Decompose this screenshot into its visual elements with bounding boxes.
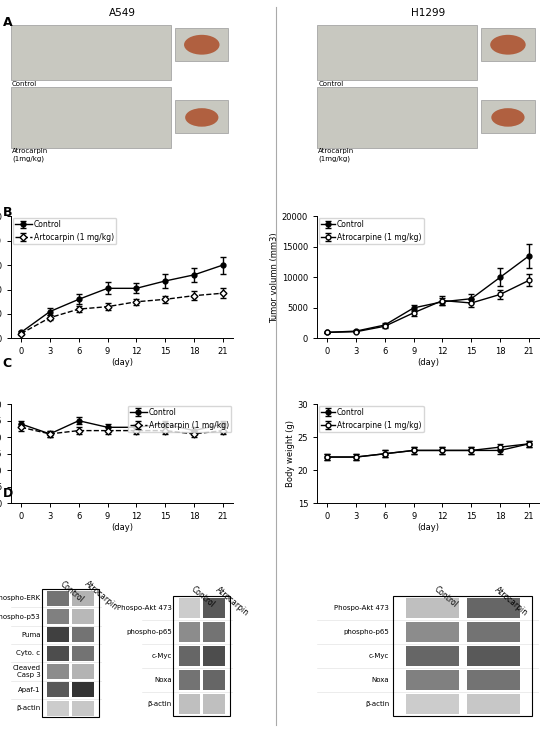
Text: Puma: Puma <box>21 632 41 638</box>
Bar <box>175 28 228 61</box>
Bar <box>179 646 200 666</box>
Legend: Control, Atrocarpine (1 mg/kg): Control, Atrocarpine (1 mg/kg) <box>318 406 424 432</box>
Text: Control: Control <box>12 81 37 87</box>
Bar <box>406 646 459 666</box>
Text: β-actin: β-actin <box>365 701 389 707</box>
Text: Atrocarpin
(1mg/kg): Atrocarpin (1mg/kg) <box>318 149 355 162</box>
Bar <box>204 622 225 642</box>
Bar <box>72 646 94 661</box>
Bar <box>406 598 459 618</box>
Text: c-Myc: c-Myc <box>151 653 172 659</box>
Text: Control: Control <box>189 585 216 610</box>
Bar <box>204 646 225 666</box>
Bar <box>406 622 459 642</box>
Bar <box>72 682 94 698</box>
Ellipse shape <box>185 108 218 127</box>
Bar <box>179 598 200 618</box>
Bar <box>467 646 520 666</box>
Bar <box>481 28 535 61</box>
Text: Atrocarpin: Atrocarpin <box>214 585 251 618</box>
Text: phospho-p65: phospho-p65 <box>126 629 172 635</box>
Bar <box>173 596 230 716</box>
Text: phospho-ERK: phospho-ERK <box>0 595 41 601</box>
Bar <box>47 682 69 698</box>
Text: B: B <box>3 206 12 220</box>
Text: Atrocarpin: Atrocarpin <box>83 580 119 612</box>
Title: H1299: H1299 <box>411 8 445 18</box>
Text: β-actin: β-actin <box>147 701 172 707</box>
Bar <box>467 670 520 690</box>
Legend: Control, Atrocarpine (1 mg/kg): Control, Atrocarpine (1 mg/kg) <box>318 217 424 244</box>
Bar <box>47 591 69 606</box>
Bar <box>406 670 459 690</box>
Y-axis label: Body weight (g): Body weight (g) <box>285 420 295 488</box>
Bar <box>11 87 170 148</box>
Text: c-Myc: c-Myc <box>369 653 389 659</box>
Bar <box>393 596 532 716</box>
Bar <box>47 664 69 679</box>
Bar <box>72 664 94 679</box>
X-axis label: (day): (day) <box>417 358 439 367</box>
Bar <box>47 701 69 716</box>
Bar <box>72 609 94 624</box>
Bar <box>72 591 94 606</box>
Text: Control: Control <box>432 585 459 610</box>
Bar <box>204 694 225 714</box>
X-axis label: (day): (day) <box>111 523 133 531</box>
Ellipse shape <box>184 35 219 55</box>
Bar <box>204 670 225 690</box>
Bar <box>467 694 520 714</box>
Text: Phospo-Akt 473: Phospo-Akt 473 <box>117 605 172 610</box>
Text: A: A <box>3 16 12 29</box>
Bar <box>317 25 477 81</box>
Ellipse shape <box>490 35 526 55</box>
Title: A549: A549 <box>108 8 135 18</box>
Bar <box>42 589 98 717</box>
Text: Control: Control <box>318 81 344 87</box>
Bar <box>317 87 477 148</box>
Bar <box>467 622 520 642</box>
Bar <box>406 694 459 714</box>
Text: Atrocarpin: Atrocarpin <box>493 585 530 618</box>
Text: β-actin: β-actin <box>16 705 41 712</box>
Text: Noxa: Noxa <box>154 677 172 683</box>
Bar <box>179 622 200 642</box>
Text: C: C <box>3 357 12 370</box>
Bar <box>72 627 94 643</box>
Text: Cyto. c: Cyto. c <box>16 650 41 657</box>
Bar <box>11 25 170 81</box>
X-axis label: (day): (day) <box>111 358 133 367</box>
Legend: Control, Artocarpin (1 mg/kg): Control, Artocarpin (1 mg/kg) <box>13 217 117 244</box>
Bar <box>481 100 535 133</box>
Bar <box>47 609 69 624</box>
Text: Cleaved
Casp 3: Cleaved Casp 3 <box>13 665 41 678</box>
Text: phospho-p65: phospho-p65 <box>344 629 389 635</box>
Text: Atrocarpin
(1mg/kg): Atrocarpin (1mg/kg) <box>12 149 48 162</box>
Legend: Control, Artocarpin (1 mg/kg): Control, Artocarpin (1 mg/kg) <box>128 406 232 432</box>
Bar <box>467 598 520 618</box>
X-axis label: (day): (day) <box>417 523 439 531</box>
Ellipse shape <box>491 108 525 127</box>
Bar <box>204 598 225 618</box>
Text: Phospo-Akt 473: Phospo-Akt 473 <box>334 605 389 610</box>
Text: Control: Control <box>58 580 85 605</box>
Text: phospho-p53: phospho-p53 <box>0 613 41 619</box>
Bar <box>72 701 94 716</box>
Bar <box>47 627 69 643</box>
Y-axis label: Tumor volumn (mm3): Tumor volumn (mm3) <box>270 232 279 323</box>
Bar <box>179 670 200 690</box>
Text: Noxa: Noxa <box>372 677 389 683</box>
Bar <box>47 646 69 661</box>
Bar <box>179 694 200 714</box>
Text: Apaf-1: Apaf-1 <box>18 687 41 693</box>
Bar <box>175 100 228 133</box>
Text: D: D <box>3 487 13 500</box>
